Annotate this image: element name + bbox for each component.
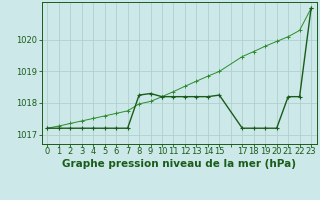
X-axis label: Graphe pression niveau de la mer (hPa): Graphe pression niveau de la mer (hPa) xyxy=(62,159,296,169)
